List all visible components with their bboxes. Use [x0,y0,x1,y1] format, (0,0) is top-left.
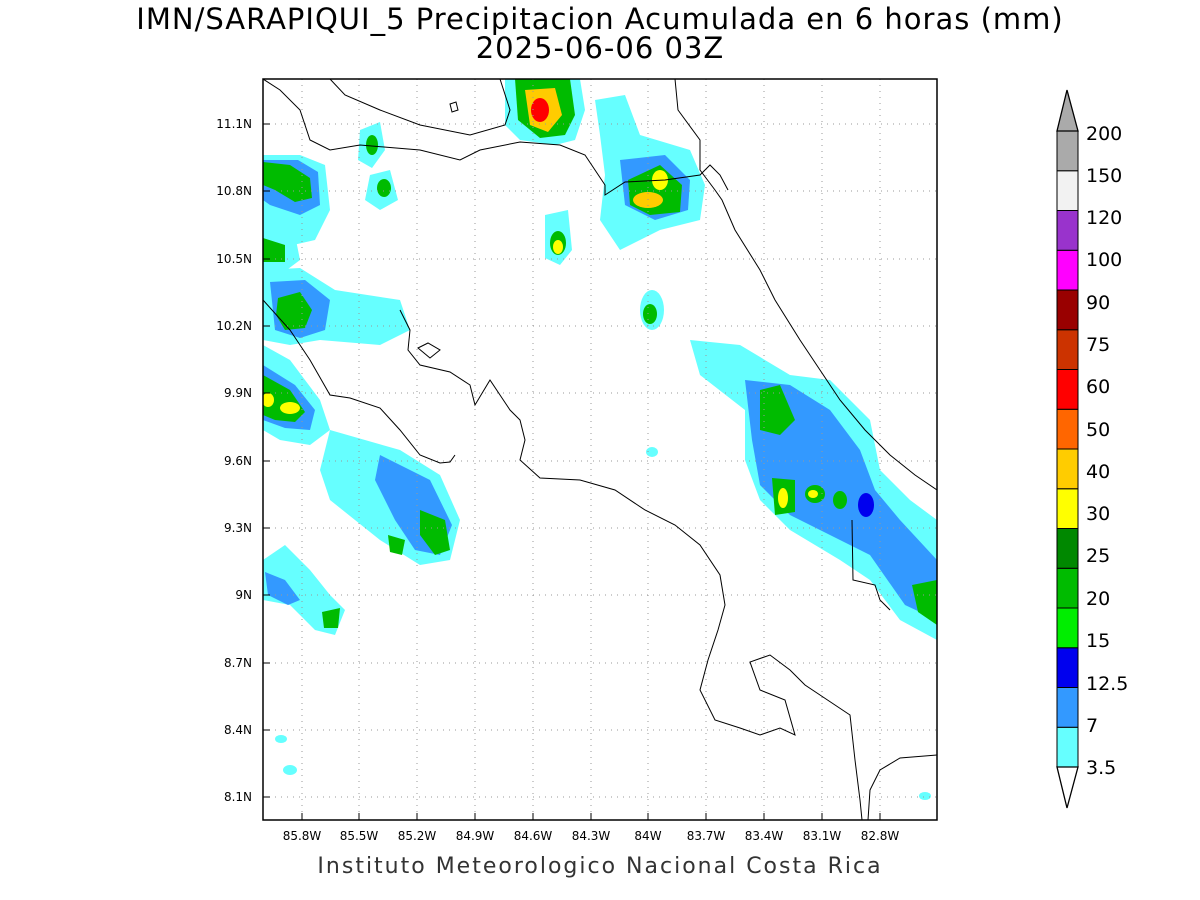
colorbar-label: 15 [1086,630,1110,652]
colorbar-label: 120 [1086,207,1122,229]
colorbar-swatch [1056,567,1079,609]
credit-line: Instituto Meteorologico Nacional Costa R… [317,854,883,879]
lon-tick-label: 83.1W [803,829,842,843]
colorbar-label: 60 [1086,376,1110,398]
lat-tick-label: 11.1N [216,117,252,131]
lat-tick-label: 8.7N [224,656,252,670]
lat-tick-label: 8.4N [224,723,252,737]
lat-tick-label: 8.1N [224,790,252,804]
colorbar-label: 3.5 [1086,757,1116,779]
colorbar-label: 150 [1086,165,1122,187]
lat-tick-label: 9N [235,588,252,602]
precip-cell [690,340,937,640]
colorbar-swatch [1056,329,1079,370]
colorbar-lower-arrow [1056,766,1079,809]
lon-tick-label: 84.3W [572,829,611,843]
lon-tick-label: 85.2W [398,829,437,843]
precip-cell [505,79,585,145]
colorbar-label: 20 [1086,588,1110,610]
colorbar-label: 75 [1086,334,1110,356]
colorbar-swatch [1056,687,1079,728]
colorbar-swatch [1056,170,1079,211]
precip-cell [263,545,345,635]
colorbar-upper-arrow [1056,89,1079,132]
colorbar-label: 25 [1086,545,1110,567]
island-outline [449,101,459,113]
caribbean-coast-line [674,79,937,491]
colorbar-swatch [1056,369,1079,410]
lon-tick-label: 85.5W [340,829,379,843]
colorbar-label: 200 [1086,123,1122,145]
precip-cell [275,735,287,743]
map-title: IMN/SARAPIQUI_5 Precipitacion Acumulada … [136,2,1064,36]
colorbar-label: 40 [1086,461,1110,483]
colorbar-label: 90 [1086,292,1110,314]
pacific-coast-line [263,299,456,464]
precip-cell [365,170,398,210]
precip-cell [595,95,705,250]
lat-tick-label: 10.2N [216,319,252,333]
colorbar-swatch [1056,726,1079,768]
colorbar: 3.5 7 12.5 15 20 25 30 40 50 60 75 90 10… [1056,89,1128,809]
lon-tick-label: 84W [634,829,661,843]
lon-tick-label: 82.8W [861,829,900,843]
country-border-line [263,79,729,196]
longitude-labels: 85.8W 85.5W 85.2W 84.9W 84.6W 84.3W 84W … [283,829,900,843]
colorbar-swatch [1056,528,1079,569]
colorbar-swatch [1056,408,1079,450]
colorbar-label: 30 [1086,503,1110,525]
colorbar-swatch [1056,130,1079,172]
lat-tick-label: 9.6N [224,454,252,468]
colorbar-swatch [1056,607,1079,649]
precip-cell [545,210,572,265]
colorbar-swatch [1056,448,1079,490]
precip-cell [263,230,300,275]
precip-cell [263,155,330,248]
map-frame [262,78,938,821]
lake-shore-line [329,79,511,136]
colorbar-swatch [1056,647,1079,688]
map-grid [263,79,937,820]
lat-tick-label: 10.8N [216,184,252,198]
colorbar-label: 12.5 [1086,673,1128,695]
colorbar-label: 7 [1086,715,1098,737]
lon-tick-label: 83.7W [687,829,726,843]
lat-tick-label: 9.9N [224,386,252,400]
precip-cell [919,792,931,800]
precip-cell [263,268,410,345]
gulf-coast-line [399,309,863,820]
colorbar-label: 50 [1086,419,1110,441]
lat-tick-label: 9.3N [224,521,252,535]
precip-cell [263,345,330,445]
tick-marks [263,123,881,820]
colorbar-swatches [1056,130,1079,768]
precip-cell [320,430,460,565]
colorbar-label: 100 [1086,249,1122,271]
precip-cell [646,447,658,457]
latitude-labels: 11.1N 10.8N 10.5N 10.2N 9.9N 9.6N 9.3N 9… [216,117,252,804]
precipitation-field [263,79,937,800]
lat-tick-label: 10.5N [216,252,252,266]
precip-cell [283,765,297,775]
lon-tick-label: 85.8W [283,829,322,843]
lon-tick-label: 84.9W [456,829,495,843]
coastlines [263,79,937,820]
lon-tick-label: 83.4W [745,829,784,843]
map-date: 2025-06-06 03Z [475,31,725,65]
panama-border-line [851,519,891,611]
burica-coast-line [867,754,937,820]
colorbar-swatch [1056,488,1079,529]
island-outline [417,342,441,359]
colorbar-swatch [1056,210,1079,251]
colorbar-swatch [1056,249,1079,291]
precip-cell [640,290,664,330]
lon-tick-label: 84.6W [514,829,553,843]
colorbar-swatch [1056,289,1079,331]
precip-cell [358,122,385,168]
